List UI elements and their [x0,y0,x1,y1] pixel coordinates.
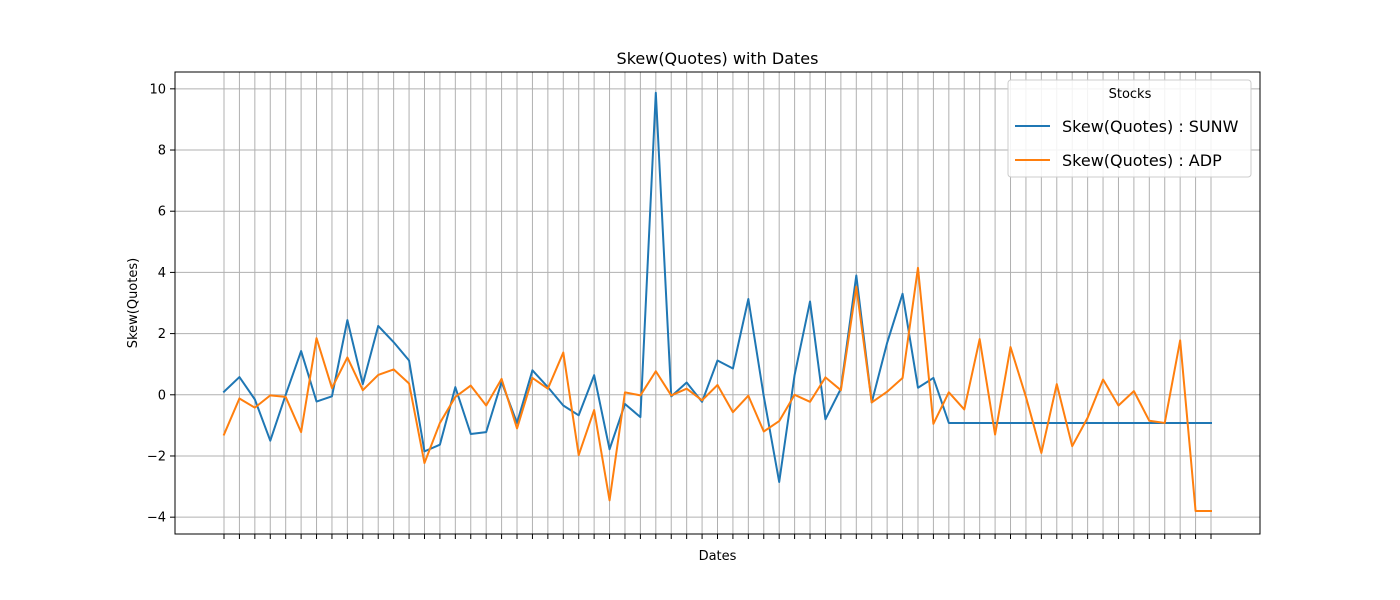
series-line-adp [222,266,1212,513]
y-tick-label: 0 [158,388,166,403]
y-tick-label: 4 [158,266,166,281]
legend-box [1007,79,1252,178]
legend: Stocks Skew(Quotes) : SUNW Skew(Quotes) … [1007,79,1252,178]
y-tick-label: 2 [158,327,166,342]
y-tick-label: 10 [149,82,166,97]
horizontal-gridlines [175,88,1260,518]
series-lines [222,91,1212,513]
legend-title: Stocks [1109,87,1152,102]
x-axis-label: Dates [699,549,737,564]
legend-label-adp: Skew(Quotes) : ADP [1062,151,1222,170]
legend-label-sunw: Skew(Quotes) : SUNW [1062,117,1239,136]
y-tick-label: −2 [147,449,166,464]
y-axis-ticks: −4 −2 0 2 4 6 8 10 [147,82,175,526]
y-tick-label: 6 [158,205,166,220]
x-axis-ticks [223,534,1212,539]
series-line-sunw [222,91,1212,483]
chart-title: Skew(Quotes) with Dates [617,49,819,68]
plot-frame [174,71,1261,535]
y-axis-label: Skew(Quotes) [126,258,141,348]
y-tick-label: 8 [158,144,166,159]
y-tick-label: −4 [147,511,166,526]
